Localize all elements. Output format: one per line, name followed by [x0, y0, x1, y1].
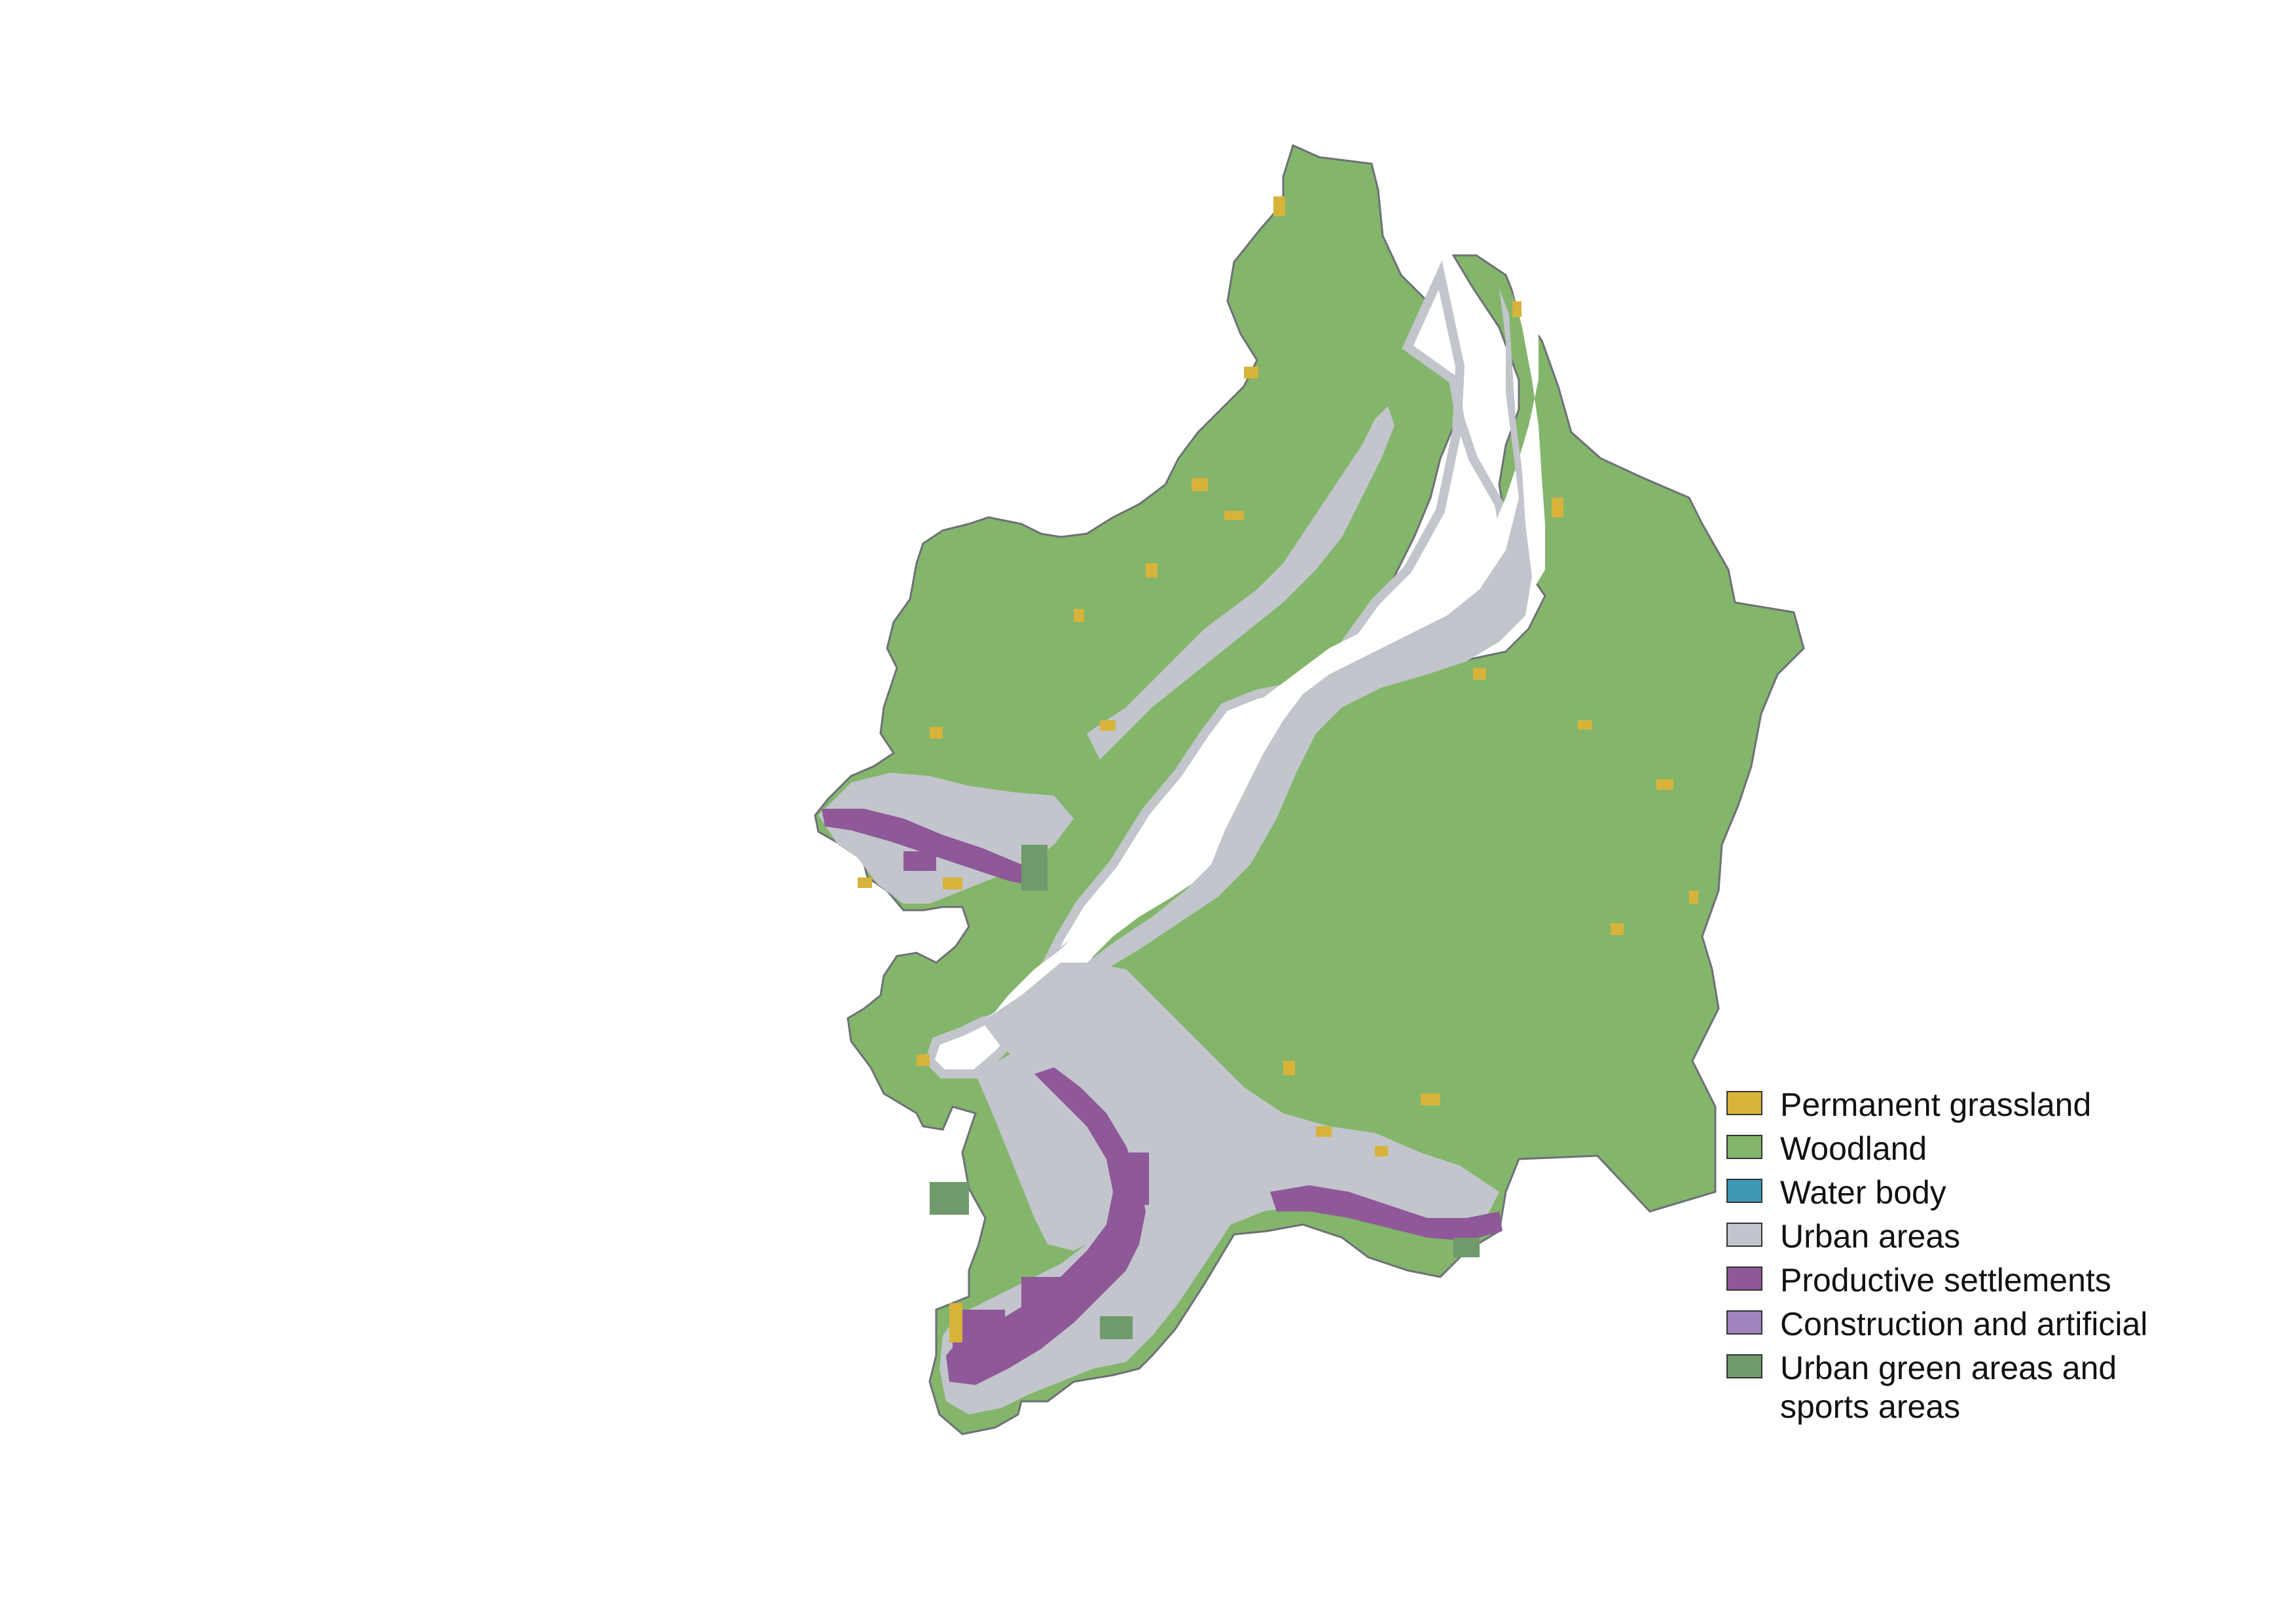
legend-item: Construction and artificial — [1726, 1305, 2147, 1349]
productive-settlements-patch — [1113, 1153, 1149, 1205]
urban-band-lakeshore-north — [1087, 406, 1394, 760]
grassland-patches — [858, 196, 1698, 1342]
urban-green-patch — [1021, 845, 1048, 891]
productive-settlements-patch — [1021, 1277, 1061, 1310]
productive-settlements-west — [822, 809, 1048, 887]
urban-band-lakeshore-east — [1087, 288, 1532, 969]
legend-label: Water body — [1780, 1174, 1946, 1211]
legend-swatch — [1726, 1135, 1762, 1159]
legend-label: Urban green areas and sports areas — [1780, 1350, 2117, 1425]
legend-label: Permanent grassland — [1780, 1086, 2092, 1123]
productive-settlements-patch — [903, 851, 936, 871]
urban-green-patch — [1453, 1238, 1480, 1257]
legend-item: Woodland — [1726, 1130, 2147, 1173]
legend-swatch — [1726, 1266, 1762, 1291]
urban-green-patch — [1100, 1316, 1133, 1339]
legend-swatch — [1726, 1310, 1762, 1335]
legend-item: Water body — [1726, 1173, 2147, 1217]
legend-label: Urban areas — [1780, 1218, 1961, 1255]
legend-label: Construction and artificial — [1780, 1306, 2148, 1342]
legend-label: Productive settlements — [1780, 1262, 2111, 1299]
legend-swatch — [1726, 1091, 1762, 1115]
legend-item: Urban green areas and sports areas — [1726, 1349, 2147, 1425]
legend-swatch — [1726, 1179, 1762, 1203]
map-legend: Permanent grassland Woodland Water body Urb… — [1726, 1086, 2147, 1425]
legend-swatch — [1726, 1223, 1762, 1247]
productive-settlements-east — [1270, 1185, 1503, 1241]
legend-swatch — [1726, 1354, 1762, 1378]
legend-item: Permanent grassland — [1726, 1086, 2147, 1130]
urban-green-patch — [930, 1182, 969, 1215]
legend-item: Urban areas — [1726, 1217, 2147, 1261]
legend-label: Woodland — [1780, 1130, 1927, 1167]
legend-item: Productive settlements — [1726, 1261, 2147, 1305]
